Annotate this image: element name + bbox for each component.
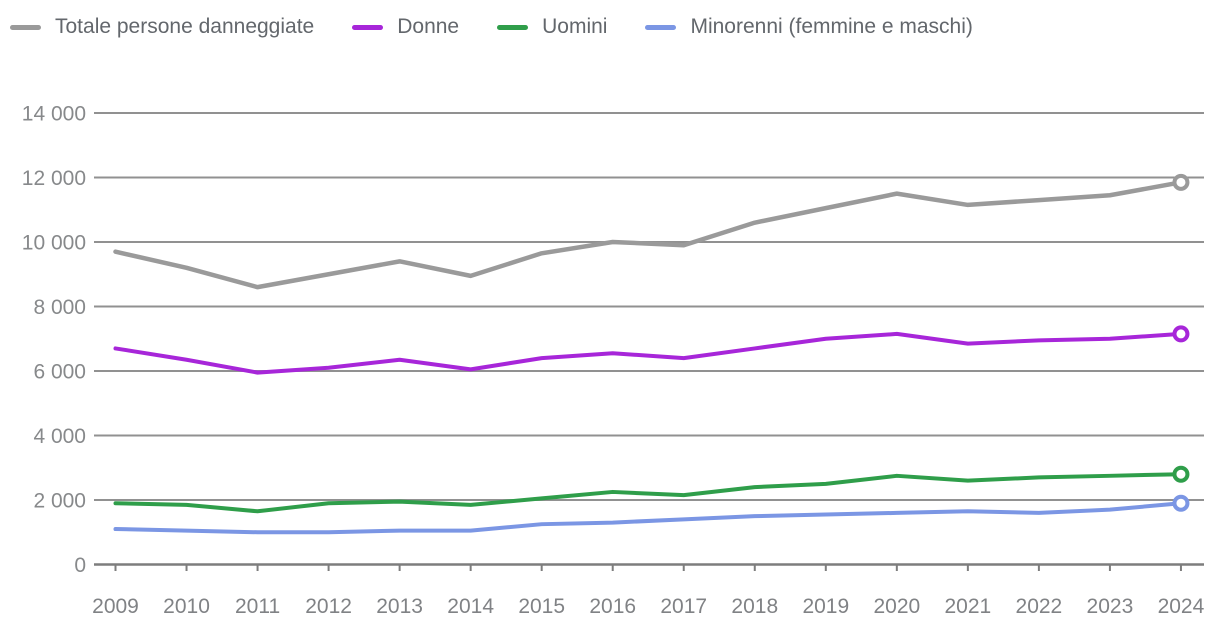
x-tick-label: 2016 [589, 595, 636, 618]
y-tick-label: 6 000 [33, 361, 86, 384]
x-tick-label: 2017 [660, 595, 707, 618]
x-tick-label: 2014 [447, 595, 494, 618]
legend-label: Donne [397, 15, 460, 38]
x-tick-label: 2024 [1158, 595, 1205, 618]
x-tick-label: 2010 [163, 595, 210, 618]
x-tick-label: 2019 [802, 595, 849, 618]
x-tick-label: 2022 [1016, 595, 1063, 618]
x-tick-label: 2021 [945, 595, 992, 618]
legend-swatch-icon [645, 24, 677, 30]
series-line-uomini [113, 472, 1183, 514]
y-tick-label: 14 000 [22, 103, 86, 126]
x-tick-label: 2015 [518, 595, 565, 618]
legend-swatch-icon [497, 24, 529, 30]
y-tick-label: 4 000 [33, 425, 86, 448]
legend-item-uomini[interactable]: Uomini [497, 15, 607, 39]
y-tick-label: 8 000 [33, 296, 86, 319]
legend-label: Uomini [542, 15, 608, 38]
legend-label: Totale persone danneggiate [55, 15, 315, 38]
series-end-marker-totale-persone-danneggiate [1172, 173, 1190, 191]
x-tick-label: 2011 [235, 595, 280, 618]
y-tick-label: 12 000 [22, 167, 86, 190]
x-tick-label: 2009 [92, 595, 139, 618]
x-tick-label: 2018 [731, 595, 778, 618]
legend-item-totale-persone-danneggiate[interactable]: Totale persone danneggiate [10, 15, 314, 39]
x-tick-label: 2023 [1087, 595, 1134, 618]
y-tick-label: 2 000 [33, 490, 86, 513]
legend-swatch-icon [352, 24, 384, 30]
legend-swatch-icon [10, 24, 41, 30]
x-tick-label: 2020 [873, 595, 920, 618]
series-line-minorenni-femmine-e-maschi [113, 501, 1183, 535]
series-line-totale-persone-danneggiate [113, 180, 1184, 290]
x-tick-label: 2013 [376, 595, 423, 618]
chart-legend: Totale persone danneggiate Donne Uomini Min… [10, 15, 973, 39]
y-tick-label: 10 000 [22, 232, 86, 255]
series-line-donne [113, 331, 1183, 375]
x-tick-label: 2012 [305, 595, 352, 618]
series-end-marker-minorenni-femmine-e-maschi [1172, 494, 1190, 512]
y-tick-label: 0 [74, 554, 86, 577]
legend-item-donne[interactable]: Donne [352, 15, 459, 39]
legend-item-minorenni-femmine-e-maschi[interactable]: Minorenni (femmine e maschi) [645, 15, 973, 39]
legend-label: Minorenni (femmine e maschi) [690, 15, 973, 38]
series-end-marker-uomini [1172, 465, 1190, 483]
series-end-marker-donne [1172, 325, 1190, 343]
